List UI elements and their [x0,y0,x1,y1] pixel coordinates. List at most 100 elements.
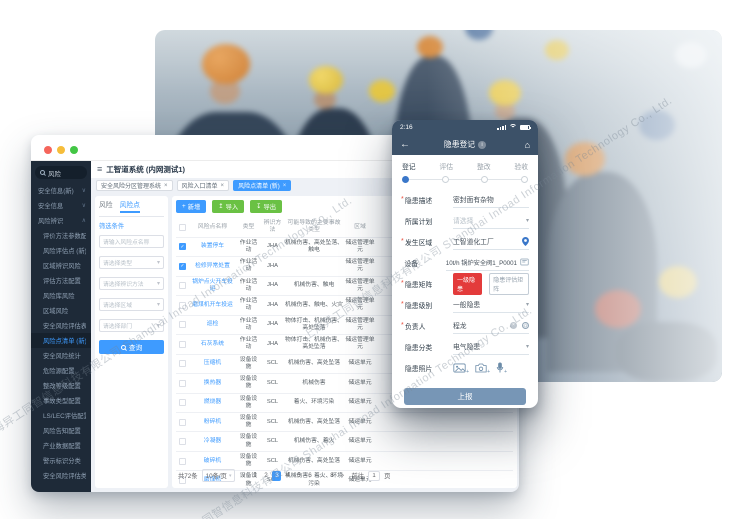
risk-point-link[interactable]: 粉碎机 [203,418,222,425]
row-checkbox[interactable]: ✓ [179,282,186,290]
sidebar-item[interactable]: 事故类型配置 [31,393,91,408]
sidebar-item[interactable]: 安全风险评估类别 [31,468,91,483]
goto-page-input[interactable] [368,470,381,481]
risk-point-link[interactable]: 破碎机 [203,457,222,464]
tab-chip[interactable]: 安全风险分区管理系统 × [96,180,173,191]
sidebar-item[interactable]: 产业数据配置 [31,438,91,453]
risk-point-link[interactable]: 压缩机 [203,360,222,367]
sidebar-item[interactable]: 安全风险统计 [31,348,91,363]
select-all-checkbox[interactable] [179,223,186,231]
sidebar-item[interactable]: 安全风险评估表 [31,318,91,333]
sidebar-item[interactable]: 警示标识分类 [31,453,91,468]
risk-point-link[interactable]: 锅炉点火开车投运 [192,278,233,292]
plan-select[interactable]: 请选择 ▾ [453,213,529,229]
row-checkbox[interactable]: ✓ [179,438,186,446]
step-label[interactable]: 登记 [402,164,416,171]
filter-tab[interactable]: 风险 [99,199,113,213]
sidebar-item[interactable]: 整改等级配置 [31,378,91,393]
add-audio-icon[interactable]: + [496,362,507,375]
add-button[interactable]: + 新增 [176,200,207,213]
tab-chip[interactable]: 风险点清单 (新) × [233,180,292,191]
step-label[interactable]: 整改 [476,164,491,171]
risk-point-link[interactable]: 石灰系统 [200,340,225,347]
risk-point-link[interactable]: 冷凝器 [203,438,222,445]
filter-field[interactable]: 请选择类型 ▾ [99,256,164,269]
sidebar-item[interactable]: 评估方法配置 [31,273,91,288]
contact-at-icon[interactable]: @ [522,321,529,329]
close-icon[interactable]: × [282,182,287,189]
row-checkbox[interactable]: ✓ [179,379,186,387]
add-camera-icon[interactable]: + [475,363,490,375]
row-checkbox[interactable]: ✓ [179,418,186,426]
sidebar-item[interactable]: 危险源配置 [31,363,91,378]
sidebar-item[interactable]: LS/LEC评估配置 [31,408,91,423]
sidebar-item[interactable]: 安全信息 ∨ [31,198,91,213]
sidebar-item[interactable]: 安全信息(新) ∨ [31,183,91,198]
sidebar-item[interactable]: 区域辨识风险 [31,258,91,273]
sidebar-item[interactable]: 风险告知配置 [31,423,91,438]
sidebar-item[interactable]: 区域风险 [31,303,91,318]
row-checkbox[interactable]: ✓ [179,360,186,368]
step-label[interactable]: 验收 [514,164,528,171]
filter-field[interactable]: 请选择辨识方法 ▾ [99,277,164,290]
page-button[interactable]: 1 [253,472,257,479]
risk-point-link[interactable]: 磨煤机 [203,476,222,483]
minimize-dot[interactable] [57,146,65,154]
page-button[interactable]: … [317,472,325,479]
area-field[interactable]: 工智道化工厂 [453,234,529,250]
page-button[interactable]: ‹ [242,472,246,479]
row-checkbox[interactable]: ✓ [179,399,186,407]
risk-point-link[interactable]: 换热器 [203,379,222,386]
grade-select[interactable]: 一般隐患 ▾ [453,297,529,313]
risk-point-link[interactable]: 检修异常处置 [195,262,230,269]
row-checkbox[interactable]: ✓ [179,477,186,485]
page-button[interactable]: 3 [272,470,282,481]
close-icon[interactable]: × [164,182,168,189]
page-button[interactable]: 6 [308,472,312,479]
add-image-icon[interactable]: + [453,363,469,375]
page-button[interactable]: 2 [264,472,268,479]
category-select[interactable]: 电气隐患 ▾ [453,339,529,355]
matrix-level-button[interactable]: 一级隐患 [453,272,483,295]
close-dot[interactable] [44,146,52,154]
filter-field[interactable]: 请选择部门 ▾ [99,319,164,332]
export-button[interactable]: ↧ 导出 [250,200,283,213]
tab-chip[interactable]: 风险入口清单 × [176,180,230,191]
sidebar-item[interactable]: 评价方法参数配置 [31,228,91,243]
close-icon[interactable]: × [220,182,225,189]
step-label[interactable]: 评估 [439,164,454,171]
row-checkbox[interactable]: ✓ [179,301,186,309]
row-checkbox[interactable]: ✓ [179,243,186,251]
risk-point-link[interactable]: 磨煤机开车投运 [192,301,233,308]
maximize-dot[interactable] [70,146,78,154]
sidebar-item[interactable]: 风险库风险 [31,288,91,303]
search-button[interactable]: 查询 [99,340,164,354]
risk-point-link[interactable]: 装置停车 [200,243,225,250]
row-checkbox[interactable]: ✓ [179,262,186,270]
page-button[interactable]: 5 [297,472,301,479]
page-button[interactable]: 4 [286,472,290,479]
back-icon[interactable]: ← [400,139,410,150]
risk-point-link[interactable]: 燃烧器 [203,399,222,406]
import-button[interactable]: ↥ 导入 [212,200,245,213]
submit-button[interactable]: 上报 [404,388,526,405]
filter-field[interactable]: 请输入风险点名称 ▾ [99,235,164,248]
row-checkbox[interactable]: ✓ [179,457,186,465]
filter-tab[interactable]: 风险点 [119,199,140,213]
sidebar-search-input[interactable]: 风险 [35,166,87,179]
row-checkbox[interactable]: ✓ [179,340,186,348]
sidebar-item[interactable]: 风险评估点 (新) [31,243,91,258]
per-page-select[interactable]: 10条/页 ▾ [201,469,236,482]
page-button[interactable]: 8 [330,472,334,479]
home-icon[interactable]: ⌂ [524,139,530,150]
description-input[interactable]: 密封面有杂物 [453,192,529,208]
filter-field[interactable]: 请选择区域 ▾ [99,298,164,311]
sidebar-item[interactable]: 风险辨识 ∧ [31,213,91,228]
page-button[interactable]: › [341,472,345,479]
device-field[interactable]: 10t/h 锅炉安全阀1_P0001 [445,255,529,271]
clear-icon[interactable]: × [510,321,517,329]
owner-field[interactable]: 程龙 × @ [453,318,529,334]
hamburger-icon[interactable]: ≡ [97,164,103,174]
matrix-open-button[interactable]: 隐患评估矩阵 [489,272,529,295]
sidebar-item[interactable]: 风险点清单 (新) [31,333,91,348]
